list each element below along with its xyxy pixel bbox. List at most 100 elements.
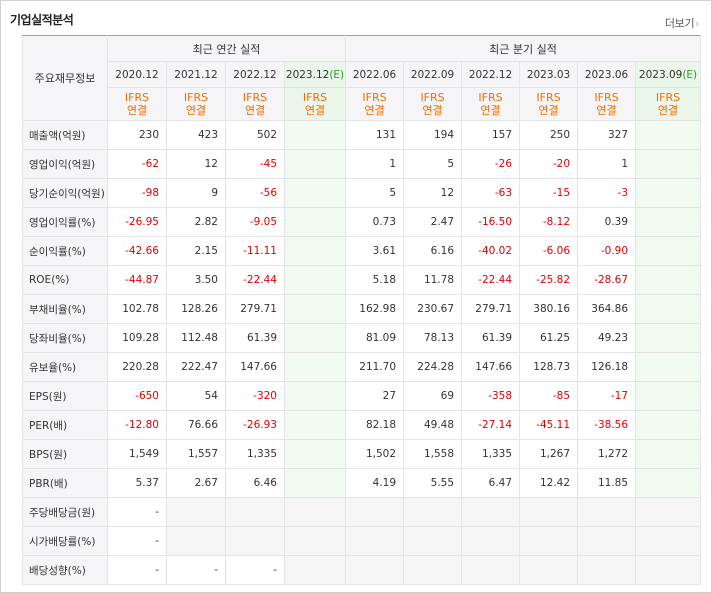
value-cell: - [107,526,167,556]
period-header: 2022.12 [461,61,521,88]
section-title: 기업실적분석 [10,13,74,27]
value-cell: 128.73 [519,352,579,382]
row-label: 부채비율(%) [22,294,108,324]
value-cell: 220.28 [107,352,167,382]
ifrs-label: IFRS [478,91,503,104]
empty-cell [403,526,463,556]
value-cell: 128.26 [166,294,226,324]
value-cell: 1 [577,149,637,179]
value-cell: 162.98 [345,294,405,324]
value-cell: 11.85 [577,468,637,498]
period-header: 2023.03 [519,61,579,88]
estimate-marker: (E) [329,68,345,81]
value-cell [283,323,347,353]
period-label: 2022.09 [410,68,455,81]
value-cell [635,410,702,440]
row-label: 당좌비율(%) [22,323,108,353]
value-cell: 82.18 [345,410,405,440]
value-cell [635,439,702,469]
table-row: 영업이익(억원) -62 12 -45 1 5 -26 -20 1 [22,149,702,179]
value-cell: -26.95 [107,207,167,237]
value-cell [283,294,347,324]
value-cell: 61.39 [461,323,521,353]
value-cell [635,468,702,498]
value-cell: -63 [461,178,521,208]
value-cell: 5 [345,178,405,208]
period-header: 2023.06 [577,61,637,88]
value-cell: 147.66 [225,352,285,382]
table-row: EPS(원) -650 54 -320 27 69 -358 -85 -17 [22,381,702,411]
value-cell: 327 [577,120,637,150]
period-label: 2023.06 [584,68,629,81]
value-cell: -45 [225,149,285,179]
value-cell: 222.47 [166,352,226,382]
table-row: 배당성향(%) - - - [22,555,702,585]
row-label: 시가배당률(%) [22,526,108,556]
value-cell: 12.42 [519,468,579,498]
value-cell [283,265,347,295]
value-cell: -3 [577,178,637,208]
value-cell: -12.80 [107,410,167,440]
empty-cell [345,555,405,585]
value-cell: 81.09 [345,323,405,353]
row-label: 영업이익률(%) [22,207,108,237]
table-row: 매출액(억원) 230 423 502 131 194 157 250 327 [22,120,702,150]
value-cell: 49.23 [577,323,637,353]
value-cell: -320 [225,381,285,411]
row-label: 매출액(억원) [22,120,108,150]
table-row: 부채비율(%) 102.78 128.26 279.71 162.98 230.67 279… [22,294,702,324]
ifrs-header: IFRS 연결 [519,87,579,121]
ifrs-header: IFRS 연결 [345,87,405,121]
ifrs-header: IFRS 연결 [107,87,167,121]
value-cell: - [225,555,285,585]
period-header: 2023.12(E) [283,61,347,88]
consolidated-label: 연결 [480,104,501,117]
value-cell [635,323,702,353]
value-cell: -650 [107,381,167,411]
value-cell: 5.18 [345,265,405,295]
value-cell [283,468,347,498]
estimate-marker: (E) [682,68,698,81]
row-label: BPS(원) [22,439,108,469]
value-cell: -0.90 [577,236,637,266]
value-cell: 364.86 [577,294,637,324]
value-cell: 224.28 [403,352,463,382]
table-row: 당기순이익(억원) -98 9 -56 5 12 -63 -15 -3 [22,178,702,208]
row-label: EPS(원) [22,381,108,411]
value-cell: 11.78 [403,265,463,295]
value-cell: -98 [107,178,167,208]
empty-cell [577,555,637,585]
value-cell: 157 [461,120,521,150]
consolidated-label: 연결 [657,104,679,117]
ifrs-header: IFRS 연결 [461,87,521,121]
value-cell: 112.48 [166,323,226,353]
value-cell [283,410,347,440]
ifrs-header: IFRS 연결 [577,87,637,121]
value-cell: -6.06 [519,236,579,266]
value-cell: -26.93 [225,410,285,440]
value-cell: 9 [166,178,226,208]
value-cell: -38.56 [577,410,637,440]
empty-cell [345,497,405,527]
empty-cell [519,497,579,527]
ifrs-header: IFRS 연결 [225,87,285,121]
row-label: 배당성향(%) [22,555,108,585]
value-cell: 61.39 [225,323,285,353]
value-cell: 279.71 [225,294,285,324]
period-label: 2023.09 [638,68,683,81]
more-link[interactable]: 더보기› [665,15,699,31]
consolidated-label: 연결 [364,104,385,117]
value-cell: 250 [519,120,579,150]
ifrs-label: IFRS [183,91,209,104]
value-cell: 131 [345,120,405,150]
row-label: 유보율(%) [22,352,108,382]
ifrs-label: IFRS [594,91,619,104]
value-cell: 1,335 [461,439,521,469]
value-cell: -28.67 [577,265,637,295]
value-cell: -22.44 [461,265,521,295]
value-cell: -85 [519,381,579,411]
empty-cell [461,555,521,585]
annual-group-header: 최근 연간 실적 [106,35,347,62]
period-label: 2022.12 [468,68,513,81]
